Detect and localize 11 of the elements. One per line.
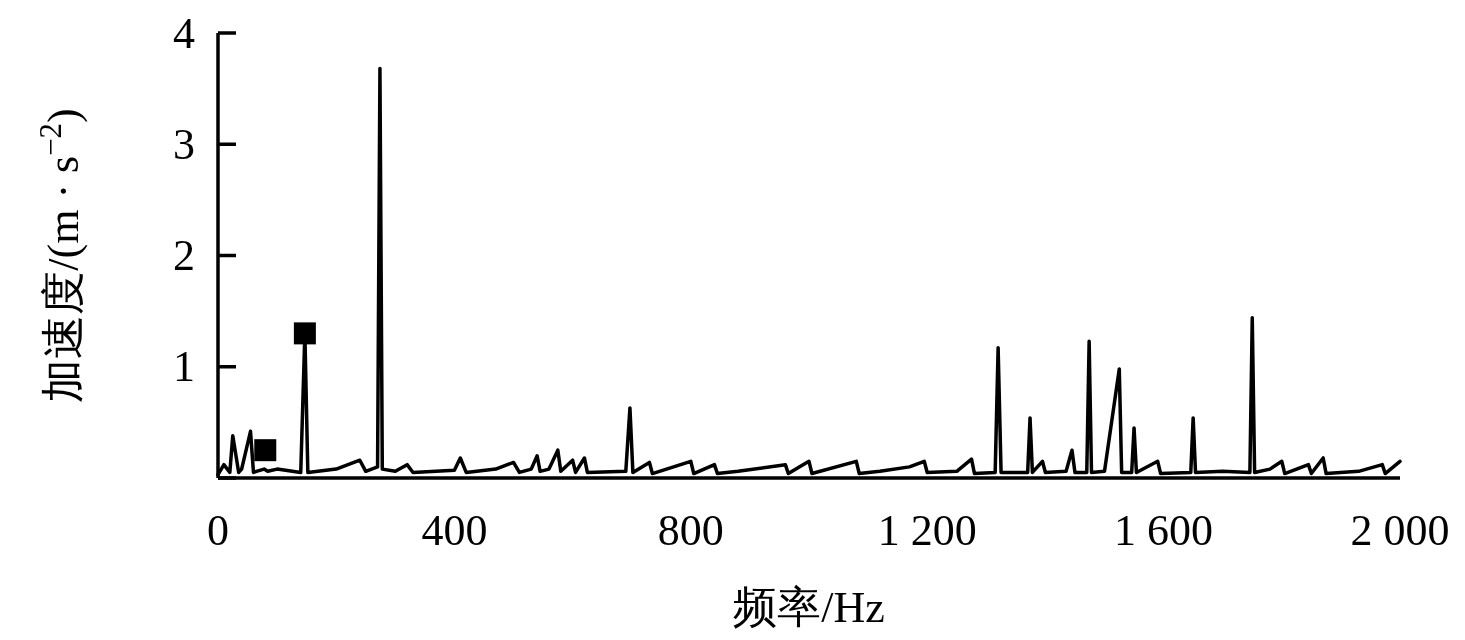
x-tick-label: 1 200	[877, 506, 977, 555]
x-tick-label: 800	[657, 506, 724, 555]
x-tick-label: 1 600	[1114, 506, 1214, 555]
y-tick-label: 4	[173, 8, 195, 58]
x-tick-label: 2 000	[1350, 506, 1450, 555]
x-tick-label: 0	[207, 506, 229, 555]
x-axis-title: 频率/Hz	[733, 583, 885, 632]
x-tick-label: 400	[421, 506, 488, 555]
y-tick-label: 2	[173, 231, 195, 280]
y-tick-label: 3	[173, 119, 195, 169]
y-tick-label: 1	[173, 342, 195, 392]
